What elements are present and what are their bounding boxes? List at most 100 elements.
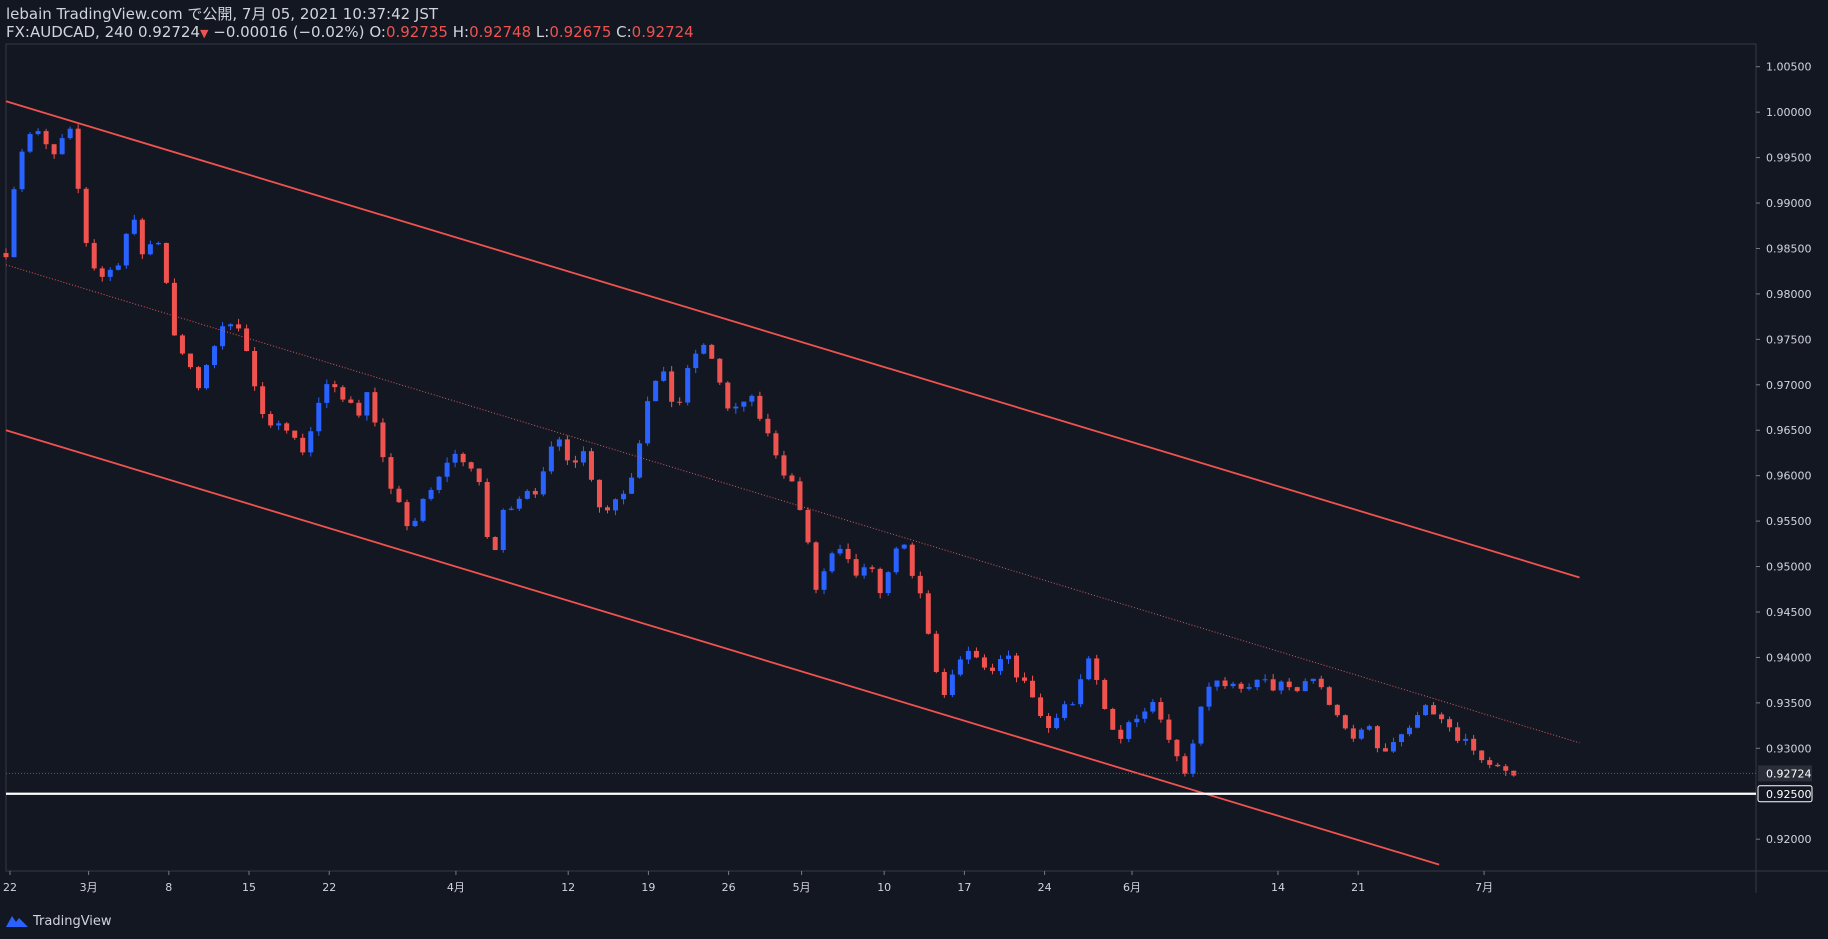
candle-body: [1423, 705, 1429, 716]
candle-body: [252, 350, 258, 387]
candle-body: [1511, 770, 1517, 776]
candle-body: [709, 344, 715, 359]
candle-body: [428, 489, 434, 499]
candle-body: [813, 542, 819, 590]
time-tick-label: 15: [242, 881, 256, 894]
time-tick-label: 21: [1351, 881, 1365, 894]
candle-body: [717, 358, 723, 383]
candle-body: [500, 509, 506, 551]
candle-body: [973, 650, 979, 658]
candle-body: [869, 567, 875, 569]
open-value: 0.92735: [385, 23, 448, 41]
candle-body: [725, 382, 731, 409]
candle-body: [1230, 683, 1236, 687]
candle-body: [3, 253, 9, 258]
candle-body: [901, 544, 907, 549]
price-tick-label: 0.96500: [1766, 424, 1812, 437]
channel-lower-line[interactable]: [5, 429, 1440, 866]
candle-body: [1350, 728, 1356, 739]
candle-body: [532, 490, 538, 495]
candle-body: [1174, 739, 1180, 757]
candle-body: [19, 151, 25, 190]
candle-body: [997, 659, 1003, 671]
ohlc-legend: FX:AUDCAD, 240 0.92724▼ −0.00016 (−0.02%…: [6, 23, 694, 43]
candle-body: [372, 392, 378, 423]
candle-body: [925, 593, 931, 634]
time-tick-label: 26: [722, 881, 736, 894]
candle-body: [1214, 680, 1220, 687]
candle-body: [733, 406, 739, 409]
candle-body: [452, 453, 458, 463]
candle-body: [885, 572, 891, 594]
candle-body: [51, 144, 57, 155]
candle-body: [693, 353, 699, 369]
down-arrow-icon: ▼: [200, 27, 209, 40]
channel-upper-line[interactable]: [5, 100, 1580, 579]
tradingview-logo-text[interactable]: TradingView: [33, 913, 112, 929]
candle-body: [1302, 681, 1308, 692]
candle-body: [548, 446, 554, 472]
time-tick-label: 5月: [793, 881, 811, 894]
price-tick-label: 0.92000: [1766, 833, 1812, 846]
time-tick-label: 24: [1038, 881, 1052, 894]
candle-body: [661, 371, 667, 381]
candle-body: [805, 509, 811, 543]
candle-body: [1094, 658, 1100, 680]
candle-body: [460, 453, 466, 463]
chart-header: lebain TradingView.com で公開, 7月 05, 2021 …: [6, 5, 694, 43]
candle-body: [380, 422, 386, 458]
candle-body: [524, 490, 530, 499]
candle-body: [476, 468, 482, 483]
tradingview-logo-icon[interactable]: [6, 914, 28, 928]
price-tick-label: 1.00500: [1766, 61, 1812, 74]
candle-body: [613, 499, 619, 511]
time-tick-label: 10: [877, 881, 891, 894]
candle-body: [364, 392, 370, 416]
candle-body: [1222, 680, 1228, 687]
candle-body: [1246, 687, 1252, 689]
price-tick-label: 0.97500: [1766, 333, 1812, 346]
candle-body: [1198, 706, 1204, 744]
candle-body: [949, 674, 955, 695]
candle-body: [187, 353, 193, 368]
candle-body: [741, 401, 747, 407]
candle-body: [284, 423, 290, 431]
candle-body: [1390, 742, 1396, 752]
candle-body: [653, 380, 659, 402]
low-value: 0.92675: [549, 23, 612, 41]
footer: TradingView: [6, 910, 112, 932]
candle-body: [989, 667, 995, 671]
price-tick-label: 0.98000: [1766, 288, 1812, 301]
candle-body: [139, 219, 145, 255]
channel-mid-line[interactable]: [5, 264, 1580, 744]
candle-body: [123, 233, 129, 266]
candle-body: [580, 451, 586, 463]
time-tick-label: 14: [1271, 881, 1285, 894]
candle-body: [677, 401, 683, 403]
candle-body: [765, 418, 771, 434]
price-tick-label: 0.95500: [1766, 515, 1812, 528]
price-tick-label: 0.99000: [1766, 197, 1812, 210]
candle-body: [637, 443, 643, 478]
candle-body: [1326, 687, 1332, 705]
candle-body: [1150, 702, 1156, 712]
high-label: H:: [452, 23, 470, 41]
candle-body: [1054, 717, 1060, 729]
candle-body: [957, 659, 963, 675]
candle-body: [845, 548, 851, 560]
price-axis[interactable]: 1.00500 1.00000 0.99500 0.99000 0.98500 0.980…: [1756, 61, 1813, 846]
candle-body: [1262, 679, 1268, 681]
time-tick-label: 7月: [1475, 881, 1493, 894]
candle-body: [484, 482, 490, 538]
candle-body: [91, 242, 97, 269]
time-axis[interactable]: 22 3月 8 15 22 4月 12 19 26 5月 10 17 24 6月 14 21 7月: [3, 871, 1493, 894]
candle-body: [853, 559, 859, 576]
candle-body: [348, 399, 354, 403]
price-tick-label: 1.00000: [1766, 106, 1812, 119]
candle-body: [99, 268, 105, 277]
candle-body: [669, 371, 675, 402]
candle-body: [11, 189, 17, 258]
candle-body: [276, 423, 282, 426]
time-tick-label: 17: [957, 881, 971, 894]
